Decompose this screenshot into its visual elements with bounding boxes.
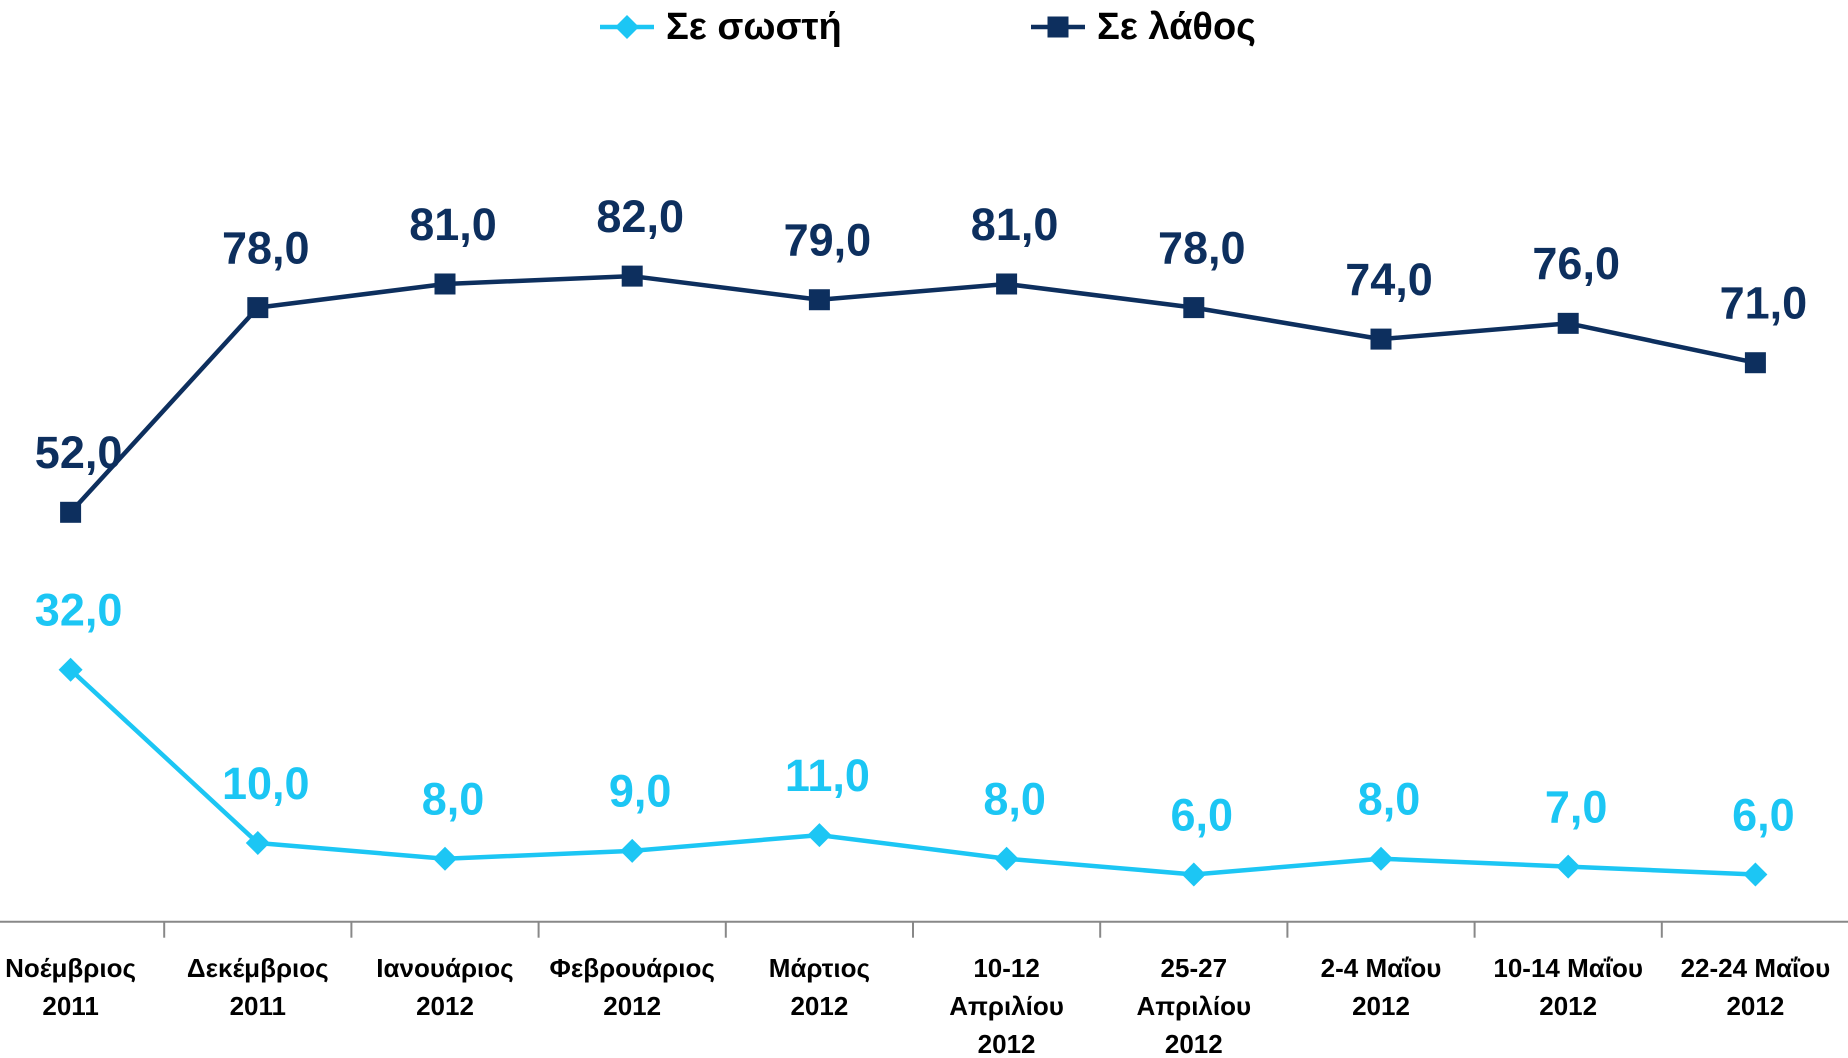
data-point [1556, 854, 1581, 879]
data-label: 6,0 [1171, 789, 1234, 840]
data-point [58, 657, 83, 682]
data-label: 10,0 [222, 758, 310, 809]
data-point [1183, 297, 1205, 319]
x-tick-label-line: 2012 [603, 991, 661, 1021]
data-point [807, 823, 832, 848]
data-point [1369, 846, 1393, 871]
data-label: 82,0 [596, 191, 684, 242]
data-label: 81,0 [409, 199, 497, 250]
x-tick-label-line: 25-27 [1161, 953, 1228, 983]
data-label: 71,0 [1720, 278, 1808, 329]
legend-marker [615, 15, 639, 39]
x-tick-label-line: Απριλίου [1136, 991, 1251, 1021]
data-point [433, 846, 457, 871]
data-point [994, 846, 1019, 871]
x-tick-label-line: 2011 [42, 991, 98, 1021]
x-tick-label-line: Νοέμβριος [5, 953, 136, 983]
x-tick-label: 25-27 Απριλίου 2012 [1136, 953, 1251, 1058]
data-label: 8,0 [422, 774, 485, 825]
data-label: 74,0 [1345, 254, 1433, 305]
data-label: 78,0 [222, 222, 310, 273]
series-line [69, 668, 1756, 877]
x-tick-label-line: 2012 [790, 991, 848, 1021]
data-point [621, 265, 643, 287]
x-tick-label: 2-4 Μαΐου 2012 [1321, 953, 1442, 1021]
data-label: 79,0 [784, 215, 872, 266]
data-point [996, 273, 1018, 295]
x-tick-label: Νοέμβριος 2011 [5, 953, 136, 1021]
x-tick-label: 22-24 Μαΐου 2012 [1681, 953, 1831, 1021]
data-point [1557, 312, 1579, 334]
data-label: 6,0 [1732, 789, 1795, 840]
data-label: 8,0 [983, 774, 1046, 825]
legend-marker [1047, 16, 1069, 38]
series-line [68, 273, 1756, 514]
x-tick-label: Φεβρουάριος 2012 [550, 953, 715, 1021]
x-tick-label-line: 22-24 Μαΐου [1681, 953, 1831, 983]
data-point [434, 273, 456, 295]
x-tick-label-line: Ιανουάριος [376, 953, 513, 983]
x-tick-label-line: 2012 [1352, 991, 1410, 1021]
data-label: 76,0 [1532, 238, 1620, 289]
x-tick-label-line: 2012 [1165, 1029, 1223, 1058]
x-tick-label-line: 10-14 Μαΐου [1493, 953, 1643, 983]
x-tick-label-line: 2011 [230, 991, 286, 1021]
data-point [245, 830, 270, 855]
x-tick-label: 10-12 Απριλίου 2012 [949, 953, 1064, 1058]
data-point [1744, 352, 1766, 374]
data-label: 9,0 [609, 766, 672, 817]
data-label: 78,0 [1158, 222, 1246, 273]
data-point [247, 297, 269, 319]
legend-label: Σε λάθος [1097, 6, 1256, 48]
data-point [1181, 862, 1206, 887]
data-label: 7,0 [1545, 781, 1608, 832]
x-tick-label-line: Απριλίου [949, 991, 1064, 1021]
x-tick-label-line: 10-12 [973, 953, 1040, 983]
x-tick-label-line: 2012 [1539, 991, 1597, 1021]
x-tick-label: Δεκέμβριος 2011 [187, 953, 329, 1021]
data-label: 32,0 [35, 585, 123, 636]
x-tick-label: Μάρτιος 2012 [769, 953, 870, 1021]
x-tick-label-line: 2012 [978, 1029, 1036, 1058]
x-tick-label-line: 2012 [416, 991, 474, 1021]
data-label: 52,0 [35, 427, 123, 478]
data-label: 11,0 [785, 750, 870, 801]
x-tick-label: Ιανουάριος 2012 [376, 953, 513, 1021]
x-tick-label-line: 2012 [1726, 991, 1784, 1021]
data-point [1370, 328, 1392, 350]
data-label: 81,0 [971, 199, 1059, 250]
x-tick-label-line: 2-4 Μαΐου [1321, 953, 1442, 983]
x-tick-label-line: Μάρτιος [769, 953, 870, 983]
data-point [60, 501, 82, 523]
x-tick-label-line: Φεβρουάριος [550, 953, 715, 983]
data-point [620, 838, 645, 863]
legend-label: Σε σωστή [666, 6, 842, 48]
x-tick-label: 10-14 Μαΐου 2012 [1493, 953, 1643, 1021]
data-label: 8,0 [1358, 774, 1421, 825]
data-point [1743, 862, 1768, 887]
data-point [808, 289, 830, 311]
x-tick-label-line: Δεκέμβριος [187, 953, 329, 983]
